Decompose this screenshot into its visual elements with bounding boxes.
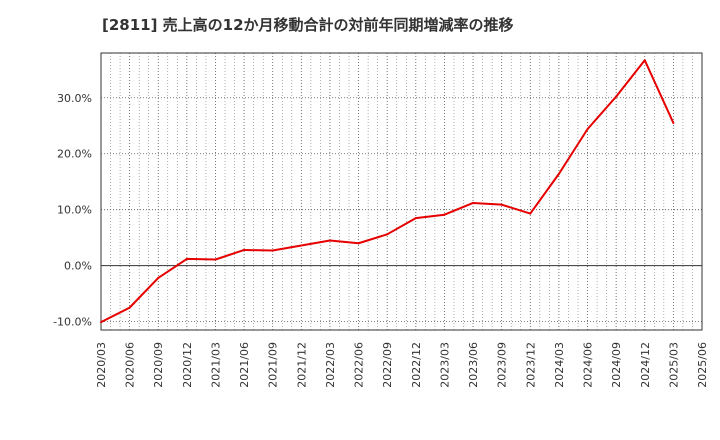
x-tick-label: 2021/12 [295, 342, 308, 388]
x-tick-label: 2024/03 [553, 342, 566, 388]
x-tick-label: 2021/09 [267, 342, 280, 388]
x-tick-label: 2023/06 [467, 342, 480, 388]
x-tick-label: 2024/06 [582, 342, 595, 388]
x-tick-label: 2025/03 [667, 342, 680, 388]
data-point [443, 213, 446, 216]
plot-frame [100, 52, 703, 331]
data-point [672, 121, 675, 124]
x-tick-label: 2020/03 [95, 342, 108, 388]
data-point [100, 321, 102, 324]
data-point [357, 242, 360, 245]
x-tick-label: 2022/09 [381, 342, 394, 388]
x-tick-label: 2022/12 [410, 342, 423, 388]
x-tick-label: 2024/12 [639, 342, 652, 388]
data-point [557, 172, 560, 175]
x-tick-label: 2020/12 [181, 342, 194, 388]
data-point [271, 249, 274, 252]
y-tick-label: 30.0% [57, 92, 92, 105]
y-axis-ticks: -10.0% 0.0% 10.0% 20.0% 30.0% [53, 92, 92, 329]
x-tick-label: 2021/06 [238, 342, 251, 388]
y-tick-label: 0.0% [64, 260, 92, 273]
data-point [157, 276, 160, 279]
x-tick-label: 2023/12 [524, 342, 537, 388]
data-point [529, 212, 532, 215]
data-point [386, 233, 389, 236]
data-point [243, 248, 246, 251]
data-point [185, 257, 188, 260]
data-point [500, 203, 503, 206]
x-tick-label: 2022/06 [353, 342, 366, 388]
y-tick-label: -10.0% [53, 316, 92, 329]
y-tick-label: 10.0% [57, 204, 92, 217]
x-axis-ticks: 2020/03 2020/06 2020/09 2020/12 2021/03 2021/… [95, 342, 709, 388]
data-point [300, 244, 303, 247]
x-tick-label: 2020/06 [124, 342, 137, 388]
data-point [414, 217, 417, 220]
y-tick-label: 20.0% [57, 148, 92, 161]
x-tick-label: 2023/09 [496, 342, 509, 388]
x-tick-label: 2022/03 [324, 342, 337, 388]
chart-title: [2811] 売上高の12か月移動合計の対前年同期増減率の推移 [102, 16, 514, 34]
x-tick-label: 2023/03 [438, 342, 451, 388]
x-tick-label: 2024/09 [610, 342, 623, 388]
data-point [643, 59, 646, 62]
data-point [586, 128, 589, 131]
data-point [128, 306, 131, 309]
horizontal-gridlines [101, 97, 702, 323]
x-tick-label: 2025/06 [696, 342, 709, 388]
vertical-gridlines [110, 53, 693, 330]
data-point [328, 239, 331, 242]
data-point [615, 95, 618, 98]
series-group [100, 59, 675, 324]
data-point [214, 258, 217, 261]
x-tick-label: 2020/09 [152, 342, 165, 388]
data-point [472, 201, 475, 204]
x-tick-label: 2021/03 [209, 342, 222, 388]
